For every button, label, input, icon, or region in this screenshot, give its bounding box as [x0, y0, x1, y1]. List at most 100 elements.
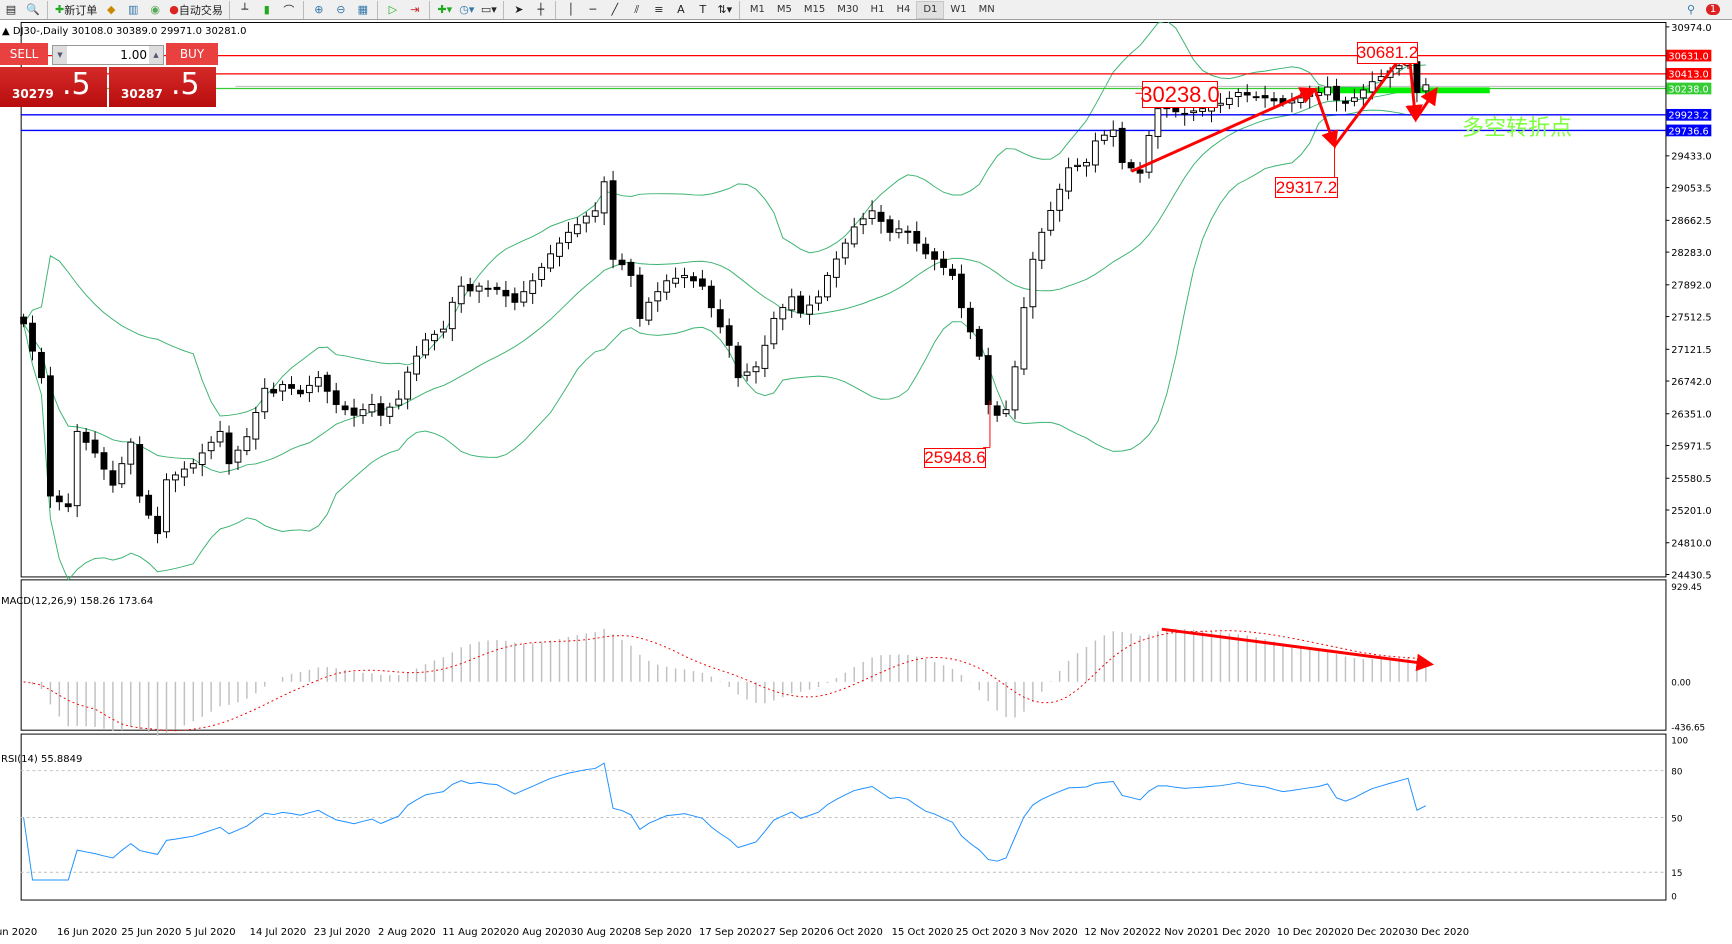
candle-body: [636, 274, 644, 319]
lot-size-input[interactable]: [67, 48, 149, 62]
candle-body: [1118, 127, 1126, 163]
candle-body: [752, 366, 760, 373]
candle-body: [815, 296, 822, 304]
candle-body: [690, 276, 697, 282]
date-label: 30 Aug 2020: [570, 927, 635, 938]
candle-body: [1261, 95, 1269, 99]
candle-body: [806, 304, 813, 315]
candle-body: [305, 384, 313, 394]
annotation-label[interactable]: 30681.2: [1356, 42, 1419, 64]
notification-badge[interactable]: 1: [1702, 1, 1724, 19]
candle-body: [1359, 89, 1367, 99]
signal-icon[interactable]: ◉: [150, 3, 161, 16]
timeframe-m5[interactable]: M5: [776, 4, 792, 15]
candle-body: [1011, 366, 1019, 411]
buy-price[interactable]: 30287.5: [109, 67, 216, 107]
price-level-tag: [1666, 67, 1712, 80]
history-icon[interactable]: ▥: [128, 3, 139, 16]
candle-body: [984, 355, 992, 405]
candle-body: [234, 449, 242, 463]
rsi-tick-label: 15: [1671, 869, 1682, 879]
trendline-icon[interactable]: ╱: [611, 3, 619, 16]
timeframe-mn[interactable]: MN: [978, 4, 995, 15]
sell-button[interactable]: SELL: [0, 43, 48, 65]
tile-icon[interactable]: ▦: [357, 3, 369, 16]
date-label: 5 Jul 2020: [185, 927, 236, 938]
date-label: 3 Nov 2020: [1020, 927, 1078, 938]
candle-body: [859, 218, 867, 226]
search-icon[interactable]: ⚲: [1686, 3, 1696, 16]
date-label: 15 Oct 2020: [891, 927, 954, 938]
zoom-chart-icon[interactable]: 🔍: [26, 3, 40, 16]
separator: [228, 0, 231, 19]
line-chart-icon[interactable]: ⌒: [283, 3, 295, 17]
timeframe-w1[interactable]: W1: [950, 4, 967, 15]
timeframe-d1[interactable]: D1: [916, 0, 945, 19]
candle-body: [332, 390, 340, 405]
templates-icon[interactable]: ▭▾: [480, 3, 497, 16]
rsi-tick-label: 100: [1671, 736, 1688, 746]
candle-body: [118, 463, 126, 485]
expert-icon[interactable]: ◆: [106, 3, 116, 16]
candle-body: [1065, 167, 1073, 192]
horizontal-line-icon[interactable]: ─: [589, 3, 597, 16]
fibonacci-icon[interactable]: ≡: [654, 3, 664, 16]
candle-body: [1029, 258, 1037, 308]
timeframe-h4[interactable]: H4: [896, 4, 911, 15]
autoscroll-icon[interactable]: ▷: [388, 3, 398, 16]
new-order-button[interactable]: ✚ 新订单: [55, 3, 98, 17]
bollinger-upper: [23, 22, 1426, 417]
buy-button[interactable]: BUY: [166, 43, 218, 65]
auto-trading-button[interactable]: ● 自动交易: [169, 3, 223, 17]
candle-body: [1190, 110, 1198, 114]
channel-icon[interactable]: ⫽: [634, 2, 640, 16]
arrows-icon[interactable]: ⇅▾: [717, 3, 733, 16]
price-tick-label: 27121.5: [1671, 345, 1711, 356]
price-tick-label: 26351.0: [1671, 410, 1711, 421]
candle-body: [1234, 92, 1242, 97]
candle-body: [413, 355, 421, 375]
vertical-line-icon[interactable]: │: [567, 3, 575, 16]
timeframe-m1[interactable]: M1: [749, 4, 765, 15]
candle-body: [1333, 85, 1340, 101]
cursor-icon[interactable]: ➤: [514, 3, 524, 16]
timeframe-h1[interactable]: H1: [870, 4, 885, 15]
zoom-in-icon[interactable]: ⊕: [314, 3, 324, 16]
candle-body: [1091, 140, 1099, 166]
symbol-info: ▲ DJ30-,Daily 30108.0 30389.0 29971.0 30…: [2, 26, 247, 37]
candle-body: [359, 409, 367, 417]
candle-body: [922, 243, 930, 255]
timeframe-m15[interactable]: M15: [803, 4, 826, 15]
bar-chart-icon[interactable]: ┴: [241, 3, 249, 16]
zoom-out-icon[interactable]: ⊖: [336, 3, 346, 16]
candle-body: [940, 258, 947, 268]
candle-body: [1368, 81, 1376, 93]
lot-size-stepper[interactable]: ▼ ▲: [52, 45, 164, 65]
annotation-label[interactable]: 25948.6: [924, 448, 986, 468]
indicators-icon[interactable]: ✚▾: [437, 3, 453, 16]
macd-tick-label: 0.00: [1671, 679, 1691, 689]
candle-body: [707, 285, 715, 309]
candle-body: [1074, 164, 1081, 167]
text-icon[interactable]: A: [677, 3, 685, 16]
crosshair-icon[interactable]: ┼: [537, 3, 545, 16]
increase-lot-icon[interactable]: ▲: [149, 46, 163, 64]
candle-body: [663, 280, 671, 293]
annotation-label[interactable]: 30238.0: [1140, 81, 1220, 108]
shift-icon[interactable]: ⇥: [410, 3, 420, 16]
candle-body: [502, 289, 510, 297]
chart-canvas[interactable]: 30974.0 29433.0 29053.5 28662.5 28283.0 27892…: [0, 22, 1732, 922]
timeframe-m30[interactable]: M30: [837, 4, 859, 15]
candle-body: [949, 268, 956, 276]
annotation-text[interactable]: 多空转折点: [1462, 116, 1573, 141]
sell-price[interactable]: 30279.5: [0, 67, 107, 107]
candle-body: [556, 242, 563, 257]
candle-body: [1306, 94, 1314, 97]
periods-icon[interactable]: ◷▾: [459, 3, 475, 16]
annotation-label[interactable]: 29317.2: [1275, 177, 1338, 198]
label-icon[interactable]: T: [699, 3, 707, 16]
candle-chart-icon[interactable]: ▮: [263, 3, 270, 16]
new-chart-icon[interactable]: ▤: [5, 3, 17, 16]
date-label: 2 Aug 2020: [378, 927, 436, 938]
decrease-lot-icon[interactable]: ▼: [53, 46, 67, 64]
